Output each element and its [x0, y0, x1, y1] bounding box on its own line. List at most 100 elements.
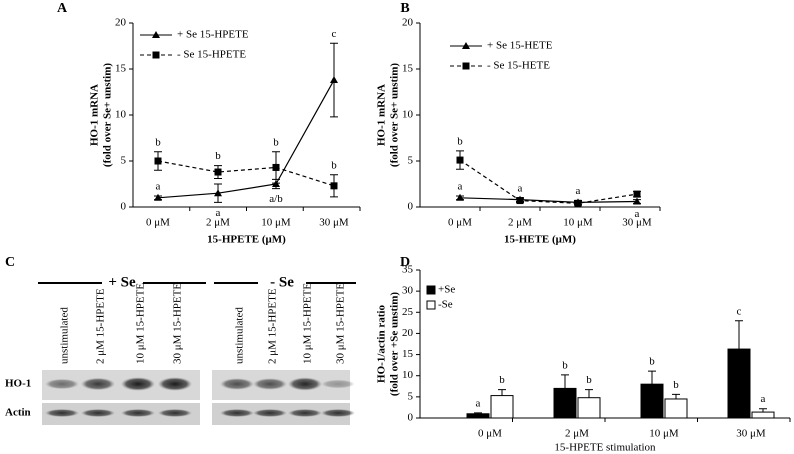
y-tick-label: 15 [402, 63, 414, 75]
significance-letter: b [273, 136, 279, 148]
group-label: + Se [108, 274, 136, 290]
error-bar [498, 389, 506, 396]
band [121, 409, 155, 417]
error-bar [474, 412, 482, 414]
lane-label: 2 μM 15-HPETE [95, 288, 107, 364]
series-line [157, 160, 335, 187]
significance-letter: c [737, 305, 742, 317]
x-tick-label: 0 μM [478, 428, 502, 440]
marker [633, 190, 641, 198]
y-tick-label: 0 [121, 201, 127, 213]
y-tick-label: 20 [115, 17, 127, 29]
error-bar [735, 320, 743, 350]
band [121, 377, 155, 391]
error-bar [561, 374, 569, 389]
y-tick-label: 5 [408, 390, 414, 402]
band [45, 409, 79, 417]
band [81, 409, 115, 417]
bar [640, 383, 664, 419]
y-tick-label: 0 [408, 412, 414, 424]
bar [577, 397, 601, 419]
marker [633, 197, 641, 205]
marker [152, 51, 160, 59]
x-axis-label: 15-HETE (μM) [504, 234, 576, 246]
marker [154, 193, 162, 201]
y-tick-label: 10 [402, 109, 414, 121]
significance-letter: b [649, 356, 655, 368]
panel-label: B [400, 1, 409, 16]
y-tick-label: 0 [408, 201, 414, 213]
legend-label: + Se 15-HPETE [177, 29, 249, 41]
y-tick-label: 15 [115, 63, 127, 75]
y-tick-label: 30 [402, 285, 414, 297]
marker [152, 31, 160, 38]
x-tick-label: 2 μM [565, 428, 589, 440]
legend-swatch [426, 300, 436, 310]
significance-letter: a [458, 180, 463, 192]
marker [462, 62, 470, 70]
y-tick-label: 15 [402, 348, 414, 360]
significance-letter: c [332, 28, 337, 40]
significance-letter: b [457, 135, 463, 147]
bar [751, 411, 775, 419]
marker [456, 156, 464, 164]
error-bar [672, 393, 680, 399]
bar [553, 387, 577, 419]
marker [272, 163, 280, 171]
y-tick-label: 10 [402, 369, 414, 381]
bar [664, 398, 688, 419]
y-tick-label: 5 [121, 155, 127, 167]
band [253, 378, 287, 390]
significance-letter: b [331, 159, 337, 171]
error-bar [648, 370, 656, 385]
row-label: Actin [5, 407, 31, 419]
y-tick-label: 5 [408, 155, 414, 167]
y-axis-label: HO-1 mRNA [376, 84, 388, 146]
marker [330, 76, 338, 84]
lane-label: unstimulated [234, 307, 246, 364]
y-axis-label: HO-1 mRNA [89, 84, 101, 146]
series-line [157, 79, 335, 199]
x-tick-label: 2 μM [508, 217, 532, 229]
significance-letter: b [215, 150, 221, 162]
x-axis-label: 15-HPETE stimulation [554, 442, 656, 454]
band [288, 377, 322, 391]
significance-letter: a [518, 182, 523, 194]
y-axis-label: (fold over Se+ unstim) [389, 63, 401, 167]
significance-letter: a [476, 397, 481, 409]
band [321, 409, 355, 417]
panel-label: D [400, 255, 410, 270]
legend-swatch [426, 285, 436, 295]
significance-letter: b [562, 359, 568, 371]
band [45, 378, 79, 390]
error-bar [759, 408, 767, 413]
group-label: - Se [270, 274, 294, 290]
lane-label: 30 μM 15-HPETE [172, 283, 184, 364]
panel-label: A [57, 1, 68, 16]
panel-label: C [5, 255, 15, 270]
series-line [459, 159, 638, 204]
lane-label: 30 μM 15-HPETE [335, 283, 347, 364]
legend-label: - Se 15-HPETE [177, 49, 246, 61]
marker [456, 193, 464, 201]
band [220, 378, 254, 390]
marker [214, 168, 222, 176]
y-tick-label: 20 [402, 327, 414, 339]
significance-letter: a [576, 185, 581, 197]
significance-letter: a [761, 393, 766, 405]
y-tick-label: 20 [402, 17, 414, 29]
legend-label: -Se [438, 299, 453, 311]
bar [727, 348, 751, 419]
significance-letter: a [216, 207, 221, 219]
x-tick-label: 10 μM [649, 428, 679, 440]
blot-actin [42, 403, 200, 425]
x-tick-label: 0 μM [146, 217, 170, 229]
y-axis-label: (fold over +Se unstim) [389, 292, 401, 396]
y-tick-label: 25 [402, 306, 414, 318]
x-axis-label: 15-HPETE (μM) [207, 234, 286, 246]
error-bar [585, 389, 593, 398]
lane-label: 10 μM 15-HPETE [135, 283, 147, 364]
x-tick-label: 30 μM [736, 428, 766, 440]
bar [490, 395, 514, 419]
